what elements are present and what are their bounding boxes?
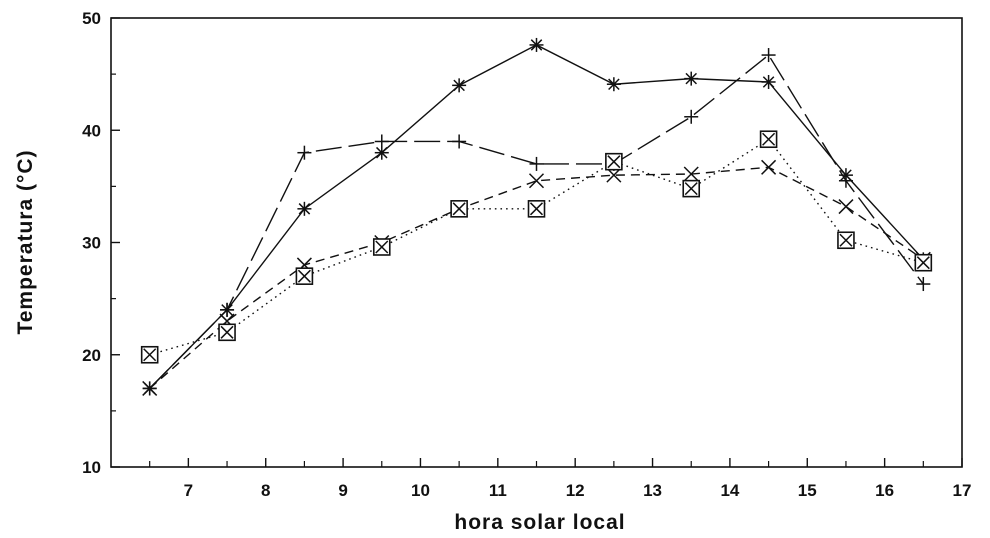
x-tick-label: 13 (643, 481, 662, 500)
data-point-x (142, 380, 158, 396)
data-point-asterisk (761, 74, 776, 89)
x-tick-label: 8 (261, 481, 270, 500)
data-point-boxed-x (527, 200, 546, 218)
data-point-x (606, 167, 622, 183)
data-point-x (761, 159, 777, 175)
data-point-asterisk (606, 77, 621, 92)
x-tick-label: 7 (184, 481, 193, 500)
series-line-plus (149, 54, 924, 389)
data-point-boxed-x (218, 323, 236, 342)
series-x (142, 159, 931, 396)
y-axis-ticks: 10 20 30 40 50 (82, 9, 120, 477)
data-point-plus (916, 277, 931, 292)
data-point-boxed-x (682, 179, 701, 198)
data-point-x (683, 166, 699, 182)
series-line-x (149, 166, 924, 389)
x-axis-title: hora solar local (454, 511, 625, 534)
data-point-asterisk (452, 78, 467, 93)
x-tick-label: 11 (489, 481, 507, 500)
series-layer (140, 37, 933, 396)
x-tick-label: 9 (338, 481, 347, 500)
data-point-boxed-x (914, 253, 933, 272)
data-point-x (838, 199, 854, 215)
data-point-plus (220, 302, 235, 317)
y-tick-label: 20 (82, 346, 101, 365)
y-tick-label: 50 (82, 9, 101, 28)
data-point-boxed-x (605, 152, 623, 171)
data-point-boxed-x (295, 267, 314, 285)
y-tick-label: 40 (82, 121, 101, 140)
x-tick-label: 16 (875, 481, 894, 500)
data-point-plus (684, 109, 699, 124)
y-tick-label: 30 (82, 234, 101, 253)
series-plus (142, 48, 931, 396)
x-tick-label: 10 (411, 481, 430, 500)
data-point-plus (838, 173, 853, 188)
y-tick-label: 10 (82, 458, 101, 477)
data-point-plus (297, 145, 312, 160)
data-point-boxed-x (372, 238, 391, 256)
y-axis-title: Temperatura (°C) (14, 149, 37, 334)
x-tick-label: 15 (798, 481, 817, 500)
data-point-plus (452, 134, 467, 149)
data-point-plus (374, 134, 389, 149)
plot-area-frame (110, 17, 963, 468)
data-point-boxed-x (759, 130, 778, 149)
series-line-boxed-x (149, 138, 924, 356)
data-point-boxed-x (140, 345, 159, 364)
data-point-asterisk (529, 37, 544, 52)
x-tick-label: 17 (953, 481, 972, 500)
data-point-x (528, 173, 545, 189)
data-point-boxed-x (837, 231, 855, 250)
series-boxed-x (140, 130, 933, 364)
data-point-asterisk (297, 201, 312, 216)
x-tick-label: 12 (566, 481, 585, 500)
data-point-asterisk (684, 71, 699, 86)
x-axis-ticks: 7 8 9 10 11 12 13 14 15 16 17 (149, 458, 972, 500)
data-point-boxed-x (450, 200, 468, 218)
data-point-plus (761, 48, 776, 63)
x-tick-label: 14 (720, 481, 739, 500)
data-point-plus (529, 156, 544, 171)
